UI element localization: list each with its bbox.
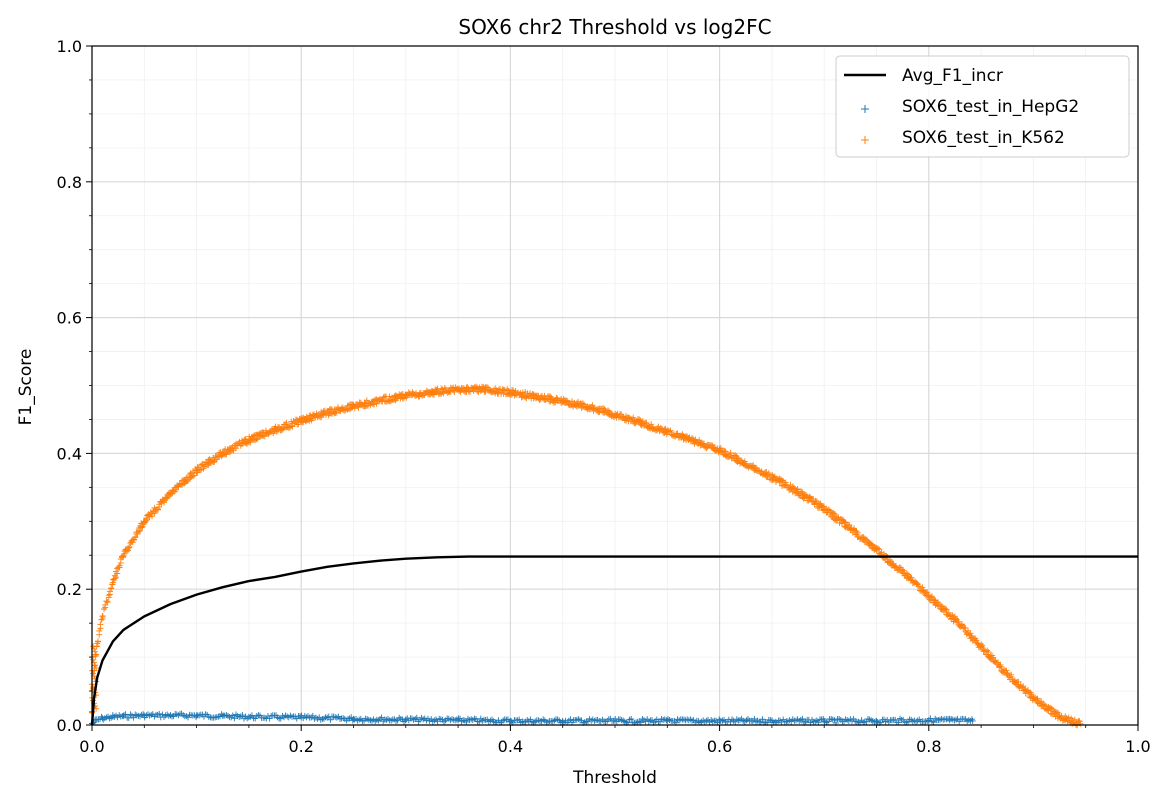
y-axis-label: F1_Score bbox=[16, 349, 36, 426]
y-tick-label: 0.4 bbox=[57, 444, 82, 463]
series-hepg2 bbox=[89, 710, 976, 727]
x-tick-label: 0.2 bbox=[288, 737, 313, 756]
y-tick-label: 0.2 bbox=[57, 580, 82, 599]
hepg2-dense-points bbox=[89, 710, 975, 727]
avg-f1-line bbox=[90, 555, 1138, 726]
x-tick-label: 0.4 bbox=[498, 737, 523, 756]
chart-title: SOX6 chr2 Threshold vs log2FC bbox=[458, 15, 771, 39]
x-tick-label: 0.8 bbox=[916, 737, 941, 756]
legend-label: Avg_F1_incr bbox=[902, 66, 1003, 86]
x-tick-label: 1.0 bbox=[1125, 737, 1150, 756]
legend-swatch-plus bbox=[861, 136, 869, 144]
legend-box bbox=[835, 55, 1130, 158]
axis-ticks: 0.0 0.2 0.4 0.6 0.8 1.0 0.0 0.2 0.4 0.6 0.8 1.0 bbox=[57, 37, 1151, 756]
legend-label: SOX6_test_in_K562 bbox=[902, 128, 1065, 148]
y-tick-label: 1.0 bbox=[57, 37, 82, 56]
minor-grid bbox=[92, 46, 1138, 725]
legend-label: SOX6_test_in_HepG2 bbox=[902, 97, 1079, 117]
x-tick-label: 0.6 bbox=[707, 737, 732, 756]
series-layer bbox=[89, 383, 1138, 729]
legend: Avg_F1_incr SOX6_test_in_HepG2 SOX6_test_i… bbox=[835, 55, 1130, 158]
y-tick-label: 0.6 bbox=[57, 309, 82, 328]
y-tick-label: 0.8 bbox=[57, 173, 82, 192]
x-tick-label: 0.0 bbox=[79, 737, 104, 756]
x-axis-label: Threshold bbox=[572, 768, 657, 788]
legend-swatch-plus bbox=[861, 105, 869, 113]
y-tick-label: 0.0 bbox=[57, 716, 82, 735]
